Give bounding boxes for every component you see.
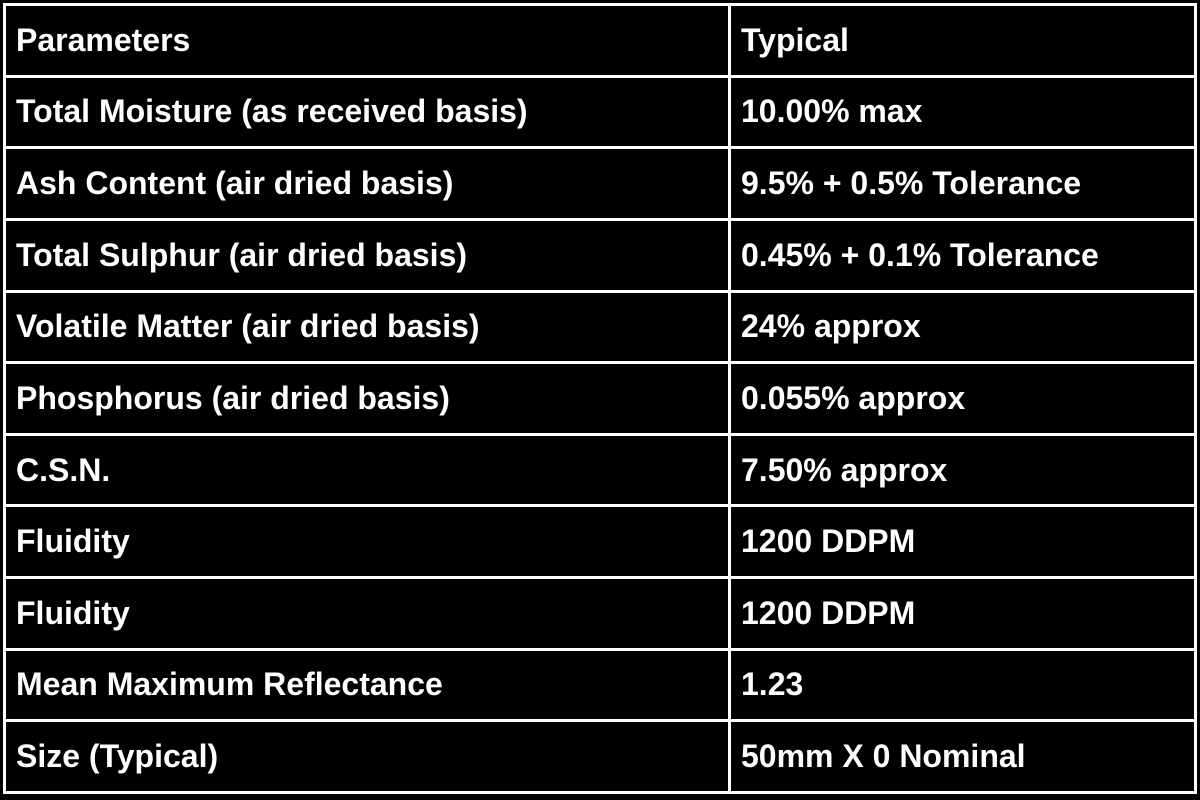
table-row: C.S.N. 7.50% approx	[3, 432, 1197, 508]
cell: 24% approx	[728, 289, 1197, 365]
header-cell: Parameters	[3, 3, 731, 78]
cell: 10.00% max	[728, 74, 1197, 150]
cell: 0.055% approx	[728, 361, 1197, 436]
cell: Total Sulphur (air dried basis)	[3, 217, 731, 293]
cell: 7.50% approx	[728, 432, 1197, 508]
table-row: Volatile Matter (air dried basis) 24% app…	[3, 289, 1197, 365]
cell: Fluidity	[3, 576, 731, 651]
page: Parameters Typical Total Moisture (as rece…	[0, 3, 1200, 800]
cell: Size (Typical)	[3, 719, 731, 794]
cell: Volatile Matter (air dried basis)	[3, 289, 731, 365]
header-cell: Typical	[728, 3, 1197, 78]
cell: 1.23	[728, 647, 1197, 723]
cell: Mean Maximum Reflectance	[3, 647, 731, 723]
cell: 1200 DDPM	[728, 504, 1197, 579]
cell: Phosphorus (air dried basis)	[3, 361, 731, 436]
cell: C.S.N.	[3, 432, 731, 508]
table-row: Total Moisture (as received basis) 10.00%…	[3, 74, 1197, 150]
cell: Ash Content (air dried basis)	[3, 146, 731, 221]
cell: 9.5% + 0.5% Tolerance	[728, 146, 1197, 221]
header-row: Parameters Typical	[3, 3, 1197, 78]
table-row: Fluidity 1200 DDPM	[3, 576, 1197, 651]
spec-table: Parameters Typical Total Moisture (as rece…	[3, 3, 1197, 794]
table-row: Size (Typical) 50mm X 0 Nominal	[3, 719, 1197, 794]
table-row: Total Sulphur (air dried basis) 0.45% + 0…	[3, 217, 1197, 293]
table-row: Mean Maximum Reflectance 1.23	[3, 647, 1197, 723]
table-row: Phosphorus (air dried basis) 0.055% appro…	[3, 361, 1197, 436]
cell: 1200 DDPM	[728, 576, 1197, 651]
table-row: Ash Content (air dried basis) 9.5% + 0.5%…	[3, 146, 1197, 221]
cell: Fluidity	[3, 504, 731, 579]
cell: 50mm X 0 Nominal	[728, 719, 1197, 794]
cell: Total Moisture (as received basis)	[3, 74, 731, 150]
table-row: Fluidity 1200 DDPM	[3, 504, 1197, 579]
cell: 0.45% + 0.1% Tolerance	[728, 217, 1197, 293]
